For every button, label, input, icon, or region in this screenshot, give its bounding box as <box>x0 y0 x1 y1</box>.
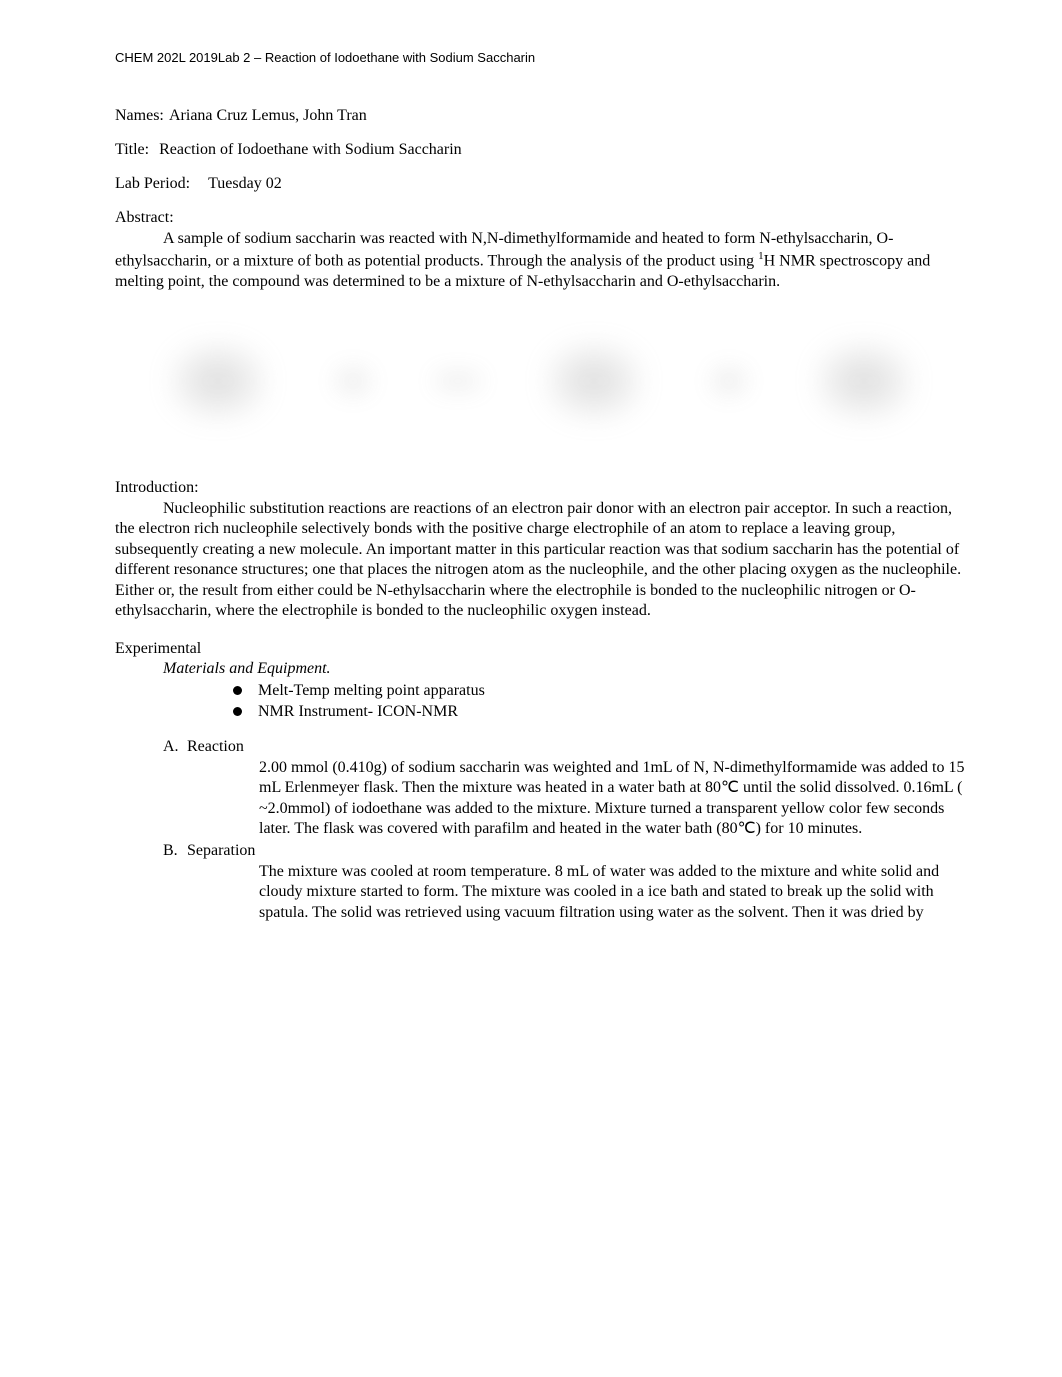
reaction-scheme-diagram <box>115 311 967 451</box>
section-a-letter: A. <box>163 738 187 756</box>
labperiod-value: Tuesday 02 <box>208 175 282 192</box>
section-b-body: The mixture was cooled at room temperatu… <box>259 862 967 923</box>
abstract-label: Abstract: <box>115 209 967 227</box>
plus-icon <box>709 366 749 396</box>
product-structure-1 <box>544 341 644 421</box>
section-a: A. Reaction <box>163 738 967 756</box>
title-label: Title: <box>115 141 149 158</box>
names-value: Ariana Cruz Lemus, John Tran <box>169 107 367 124</box>
section-b: B. Separation <box>163 842 967 860</box>
bullet-icon <box>233 686 242 695</box>
names-label: Names: <box>115 107 164 124</box>
reaction-arrow-icon <box>438 376 478 386</box>
labperiod-label: Lab Period: <box>115 175 190 192</box>
introduction-body: Nucleophilic substitution reactions are … <box>115 499 967 622</box>
bullet-icon <box>233 707 242 716</box>
list-item: Melt-Temp melting point apparatus <box>233 680 967 701</box>
section-b-header: B. Separation <box>163 842 967 860</box>
introduction-label: Introduction: <box>115 479 967 497</box>
section-a-body: 2.00 mmol (0.410g) of sodium saccharin w… <box>259 758 967 840</box>
labperiod-row: Lab Period: Tuesday 02 <box>115 175 967 193</box>
reagent-structure <box>333 366 373 396</box>
experimental-label: Experimental <box>115 640 967 658</box>
list-item: NMR Instrument- ICON-NMR <box>233 701 967 722</box>
list-item-text: NMR Instrument- ICON-NMR <box>258 701 458 722</box>
section-b-letter: B. <box>163 842 187 860</box>
section-a-title: Reaction <box>187 738 244 756</box>
title-value: Reaction of Iodoethane with Sodium Sacch… <box>159 141 462 158</box>
section-a-header: A. Reaction <box>163 738 967 756</box>
abstract-body: A sample of sodium saccharin was reacted… <box>115 229 967 293</box>
names-row: Names: Ariana Cruz Lemus, John Tran <box>115 107 967 125</box>
title-row: Title: Reaction of Iodoethane with Sodiu… <box>115 141 967 159</box>
materials-list: Melt-Temp melting point apparatus NMR In… <box>233 680 967 722</box>
reactant-structure <box>168 341 268 421</box>
section-b-title: Separation <box>187 842 255 860</box>
course-header: CHEM 202L 2019Lab 2 – Reaction of Iodoet… <box>115 50 967 65</box>
product-structure-2 <box>814 341 914 421</box>
list-item-text: Melt-Temp melting point apparatus <box>258 680 485 701</box>
materials-label: Materials and Equipment. <box>163 660 967 678</box>
